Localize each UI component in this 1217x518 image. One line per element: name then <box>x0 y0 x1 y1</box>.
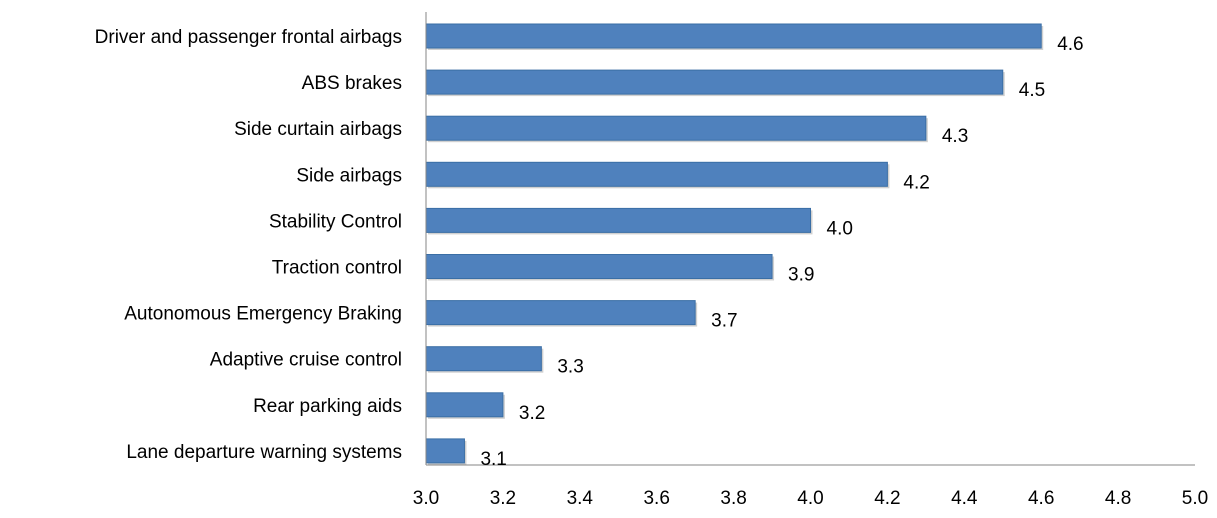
x-tick-label: 3.0 <box>413 488 439 509</box>
bar <box>425 346 542 372</box>
category-labels: Driver and passenger frontal airbags ABS … <box>95 27 402 463</box>
value-label: 4.0 <box>827 218 853 239</box>
value-label: 4.2 <box>903 172 929 193</box>
category-label: Side airbags <box>296 165 402 186</box>
x-tick-label: 4.4 <box>951 488 978 509</box>
category-label: Rear parking aids <box>253 396 402 417</box>
category-label: Autonomous Emergency Braking <box>124 304 402 325</box>
category-label: Adaptive cruise control <box>210 350 402 371</box>
bar <box>425 115 927 141</box>
x-tick-label: 3.8 <box>720 488 746 509</box>
bar <box>425 300 696 326</box>
axes <box>425 12 1195 466</box>
category-label: Stability Control <box>269 211 402 232</box>
category-label: Lane departure warning systems <box>126 442 402 463</box>
value-label: 3.7 <box>711 311 737 332</box>
x-tick-labels: 3.0 3.2 3.4 3.6 3.8 4.0 4.2 4.4 4.6 4.8 5.0 <box>413 488 1208 509</box>
x-tick-label: 4.0 <box>797 488 823 509</box>
bar <box>425 161 888 187</box>
value-label: 4.3 <box>942 126 968 147</box>
bar <box>425 23 1042 49</box>
value-label: 3.9 <box>788 265 814 286</box>
value-labels: 4.6 4.5 4.3 4.2 4.0 3.9 3.7 3.3 3.2 3.1 <box>480 34 1083 470</box>
value-label: 3.2 <box>519 403 545 424</box>
value-label: 3.3 <box>557 357 583 378</box>
category-label: Driver and passenger frontal airbags <box>95 27 402 48</box>
x-tick-label: 4.6 <box>1028 488 1054 509</box>
x-tick-label: 3.4 <box>567 488 594 509</box>
x-tick-label: 4.2 <box>874 488 900 509</box>
value-label: 4.6 <box>1057 34 1083 55</box>
bar <box>425 392 504 418</box>
x-tick-label: 5.0 <box>1182 488 1208 509</box>
x-tick-label: 3.2 <box>490 488 516 509</box>
bar <box>425 69 1004 95</box>
bar <box>425 254 773 279</box>
value-label: 4.5 <box>1019 80 1045 101</box>
x-tick-label: 3.6 <box>643 488 669 509</box>
category-label: Traction control <box>272 258 402 279</box>
category-label: ABS brakes <box>302 73 402 94</box>
value-label: 3.1 <box>480 449 506 470</box>
bars <box>425 23 1044 465</box>
bar <box>425 438 465 464</box>
bar <box>425 207 811 233</box>
category-label: Side curtain airbags <box>234 119 402 140</box>
x-tick-label: 4.8 <box>1105 488 1131 509</box>
